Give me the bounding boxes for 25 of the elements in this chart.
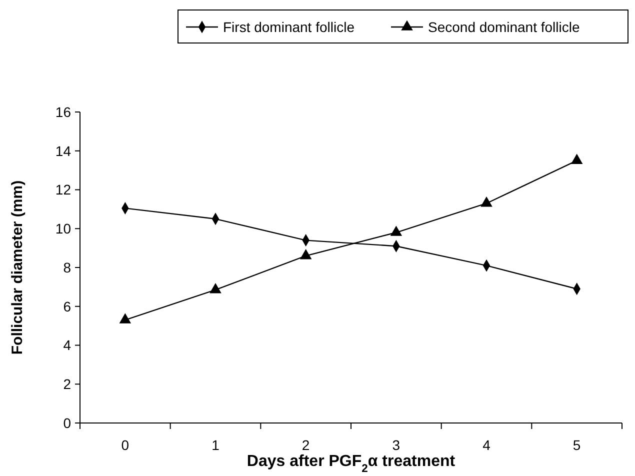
y-tick-label: 8 xyxy=(63,259,72,276)
x-tick-label: 2 xyxy=(302,437,310,453)
y-tick-label: 16 xyxy=(55,104,72,120)
point xyxy=(300,249,312,260)
x-tick-label: 1 xyxy=(212,437,220,453)
y-axis-title: Follicular diameter (mm) xyxy=(9,180,26,355)
y-tick-label: 4 xyxy=(63,337,72,354)
point xyxy=(119,313,132,324)
y-tick-label: 10 xyxy=(55,220,72,237)
point xyxy=(480,196,492,207)
x-axis-title: Days after PGF$_{2}$α treatment xyxy=(246,453,456,475)
x-tick-label: 0 xyxy=(121,437,130,453)
x-tick-label: 3 xyxy=(392,437,400,453)
y-tick-label: 14 xyxy=(55,142,72,159)
legend-label: Second dominant follicle xyxy=(428,18,580,35)
x-tick-label: 5 xyxy=(572,437,581,453)
legend-label: First dominant follicle xyxy=(223,18,355,35)
point xyxy=(570,154,583,164)
y-tick-label: 12 xyxy=(55,182,72,198)
point xyxy=(390,226,402,236)
y-tick-label: 2 xyxy=(63,376,72,392)
x-tick-label: 4 xyxy=(482,437,491,453)
y-tick-label: 0 xyxy=(63,414,72,431)
y-tick-label: 6 xyxy=(63,298,72,314)
point xyxy=(210,283,222,294)
